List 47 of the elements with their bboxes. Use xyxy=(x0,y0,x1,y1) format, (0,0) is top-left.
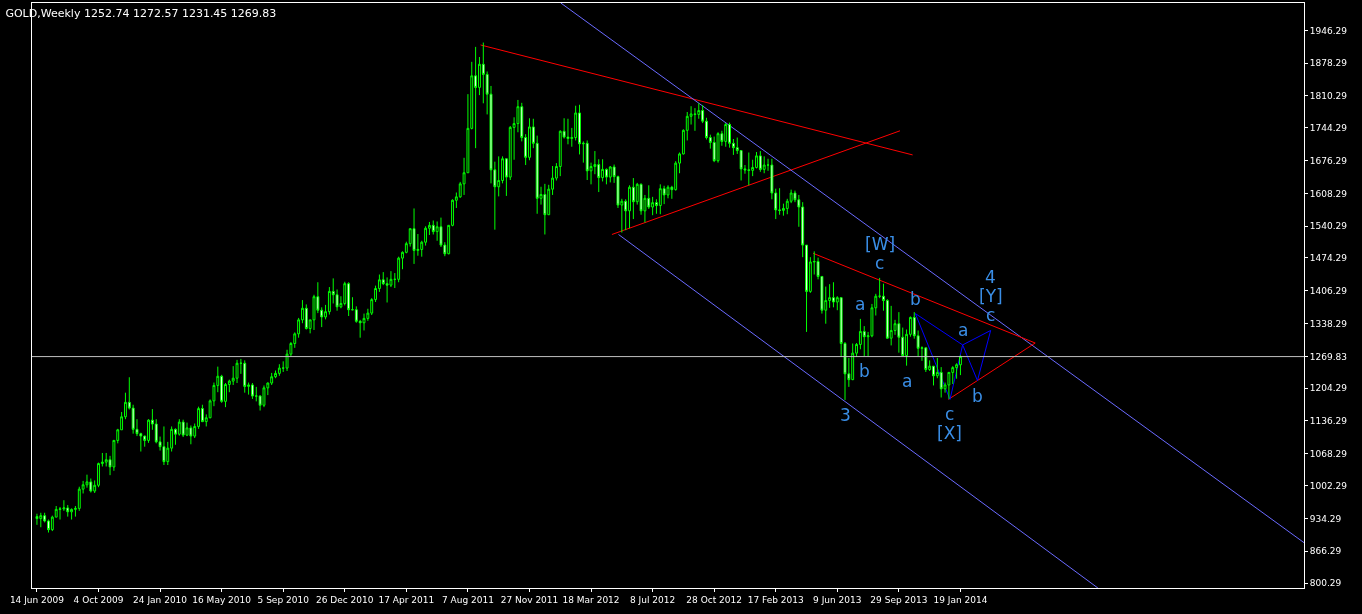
x-tick-label: 16 May 2010 xyxy=(192,594,252,605)
y-tick-label: 1744.29 xyxy=(1309,122,1348,133)
y-tick-label: 1676.29 xyxy=(1309,155,1348,166)
y-tick-label: 1810.29 xyxy=(1309,91,1348,102)
annotation: b xyxy=(972,386,983,406)
y-tick-label: 1338.29 xyxy=(1309,318,1348,329)
x-tick-label: 9 Jun 2013 xyxy=(813,594,862,605)
annotation: [W] xyxy=(865,234,896,254)
y-tick-label: 1002.29 xyxy=(1309,480,1348,491)
y-tick-label: 1136.29 xyxy=(1309,416,1348,427)
annotation: 4 xyxy=(985,267,996,287)
annotation: c xyxy=(875,253,885,273)
y-tick-label: 1269.83 xyxy=(1309,351,1348,362)
x-tick-label: 26 Dec 2010 xyxy=(316,594,374,605)
annotation: a xyxy=(958,320,969,340)
x-tick-label: 5 Sep 2010 xyxy=(257,594,310,605)
annotation: [X] xyxy=(937,423,962,443)
y-tick-label: 1540.29 xyxy=(1309,221,1348,232)
x-tick-label: 14 Jun 2009 xyxy=(9,594,65,605)
y-tick-label: 866.29 xyxy=(1309,546,1342,557)
y-tick-label: 1878.29 xyxy=(1309,58,1348,69)
y-tick-label: 1946.29 xyxy=(1309,25,1348,36)
y-tick-label: 1406.29 xyxy=(1309,285,1348,296)
y-tick-label: 1068.29 xyxy=(1309,448,1348,459)
annotation: b xyxy=(859,361,870,381)
annotation: [Y] xyxy=(979,286,1003,306)
x-tick-label: 17 Feb 2013 xyxy=(747,594,804,605)
x-tick-label: 27 Nov 2011 xyxy=(500,594,559,605)
annotation: c xyxy=(945,404,955,424)
y-tick-label: 1204.29 xyxy=(1309,383,1348,394)
annotation: b xyxy=(910,289,921,309)
annotation: a xyxy=(855,294,866,314)
annotation: 3 xyxy=(840,405,851,425)
x-tick-label: 4 Oct 2009 xyxy=(73,594,124,605)
x-tick-label: 19 Jan 2014 xyxy=(933,594,988,605)
y-tick-label: 1608.29 xyxy=(1309,188,1348,199)
x-tick-label: 8 Jul 2012 xyxy=(630,594,676,605)
x-tick-label: 17 Apr 2011 xyxy=(378,594,435,605)
x-tick-label: 29 Sep 2013 xyxy=(870,594,928,605)
x-tick-label: 28 Oct 2012 xyxy=(686,594,742,605)
y-tick-label: 800.29 xyxy=(1309,578,1342,589)
annotation: a xyxy=(902,371,913,391)
x-tick-label: 7 Aug 2011 xyxy=(441,594,494,605)
y-tick-label: 934.29 xyxy=(1309,513,1342,524)
x-tick-label: 18 Mar 2012 xyxy=(562,594,620,605)
x-tick-label: 24 Jan 2010 xyxy=(133,594,188,605)
y-tick-label: 1474.29 xyxy=(1309,253,1348,264)
